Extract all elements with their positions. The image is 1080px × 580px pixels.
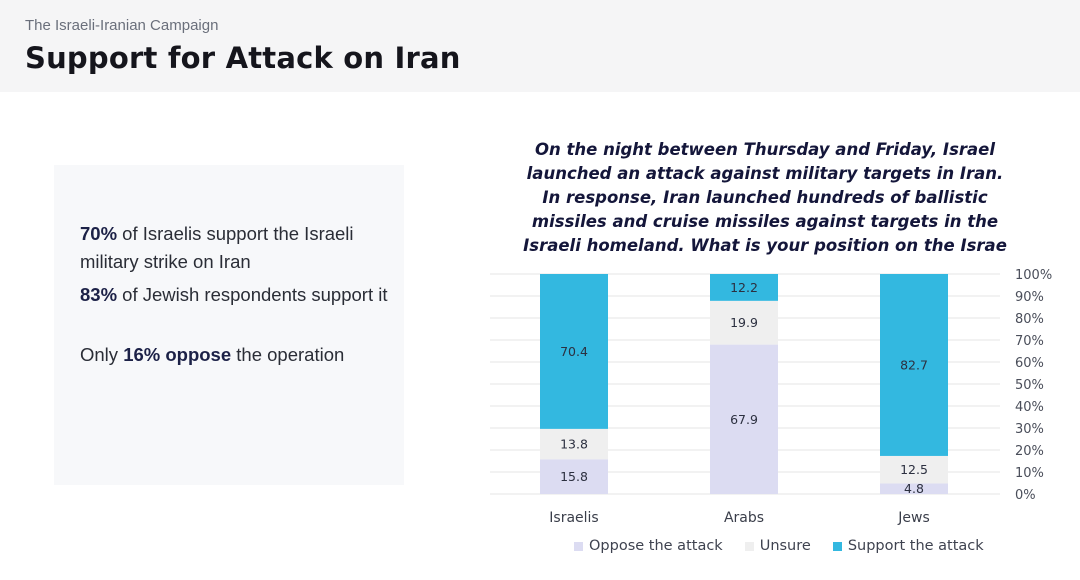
bar-segment: [540, 274, 608, 429]
stat-highlight: 16% oppose: [123, 344, 232, 365]
y-tick-label: 70%: [1015, 334, 1044, 349]
data-label: 13.8: [560, 437, 588, 452]
y-tick-label: 60%: [1015, 356, 1044, 371]
section-kicker: The Israeli-Iranian Campaign: [25, 17, 219, 34]
bar-segment: [540, 459, 608, 494]
y-tick-label: 20%: [1015, 444, 1044, 459]
bar-segment: [710, 344, 778, 494]
y-tick-label: 0%: [1015, 488, 1036, 503]
stat-israelis-support: 70% of Israelis support the Israeli mili…: [80, 220, 390, 276]
stat-jewish-support: 83% of Jewish respondents support it: [80, 281, 390, 309]
y-tick-label: 100%: [1015, 268, 1052, 283]
bar-segment: [880, 274, 948, 456]
y-tick-label: 90%: [1015, 290, 1044, 305]
bar-segment: [710, 274, 778, 301]
legend-swatch-oppose: [574, 541, 583, 551]
y-tick-label: 40%: [1015, 400, 1044, 415]
bar-segment: [710, 300, 778, 345]
stat-prefix: Only: [80, 344, 124, 365]
legend-item-support: Support the attack: [832, 538, 984, 554]
legend-label-oppose: Oppose the attack: [589, 538, 723, 554]
bar-segment: [880, 455, 948, 484]
y-tick-label: 80%: [1015, 312, 1044, 327]
bar-segment: [880, 483, 948, 494]
y-tick-label: 10%: [1015, 466, 1044, 481]
legend-swatch-unsure: [744, 541, 754, 551]
bar-segment: [540, 428, 608, 460]
stat-highlight: 83%: [80, 284, 118, 305]
data-label: 82.7: [900, 357, 928, 372]
chart-legend: Oppose the attack Unsure Support the att…: [574, 538, 984, 554]
x-tick-label: Jews: [897, 510, 930, 526]
stat-highlight: 70%: [80, 223, 118, 244]
legend-item-oppose: Oppose the attack: [574, 538, 723, 554]
legend-item-unsure: Unsure: [744, 538, 811, 554]
data-label: 4.8: [904, 481, 924, 496]
summary-panel: [54, 165, 404, 485]
data-label: 67.9: [730, 412, 758, 427]
y-tick-label: 30%: [1015, 422, 1044, 437]
stat-text: of Israelis support the Israeli military…: [80, 223, 354, 272]
page-title: Support for Attack on Iran: [25, 41, 461, 75]
stat-oppose: Only 16% oppose the operation: [80, 341, 390, 369]
legend-label-support: Support the attack: [847, 538, 984, 554]
data-label: 70.4: [560, 344, 588, 359]
data-label: 15.8: [560, 469, 588, 484]
x-tick-label: Arabs: [724, 510, 764, 526]
data-label: 19.9: [730, 315, 758, 330]
legend-label-unsure: Unsure: [759, 538, 811, 554]
chart-question: On the night between Thursday and Friday…: [523, 140, 1007, 255]
y-tick-label: 50%: [1015, 378, 1044, 393]
data-label: 12.2: [730, 280, 758, 295]
stat-text: of Jewish respondents support it: [117, 284, 388, 305]
header-bar: The Israeli-Iranian Campaign Support for…: [0, 0, 1080, 92]
legend-swatch-support: [832, 541, 842, 551]
x-tick-label: Israelis: [549, 510, 598, 526]
data-label: 12.5: [900, 462, 928, 477]
stat-text: the operation: [231, 344, 345, 365]
